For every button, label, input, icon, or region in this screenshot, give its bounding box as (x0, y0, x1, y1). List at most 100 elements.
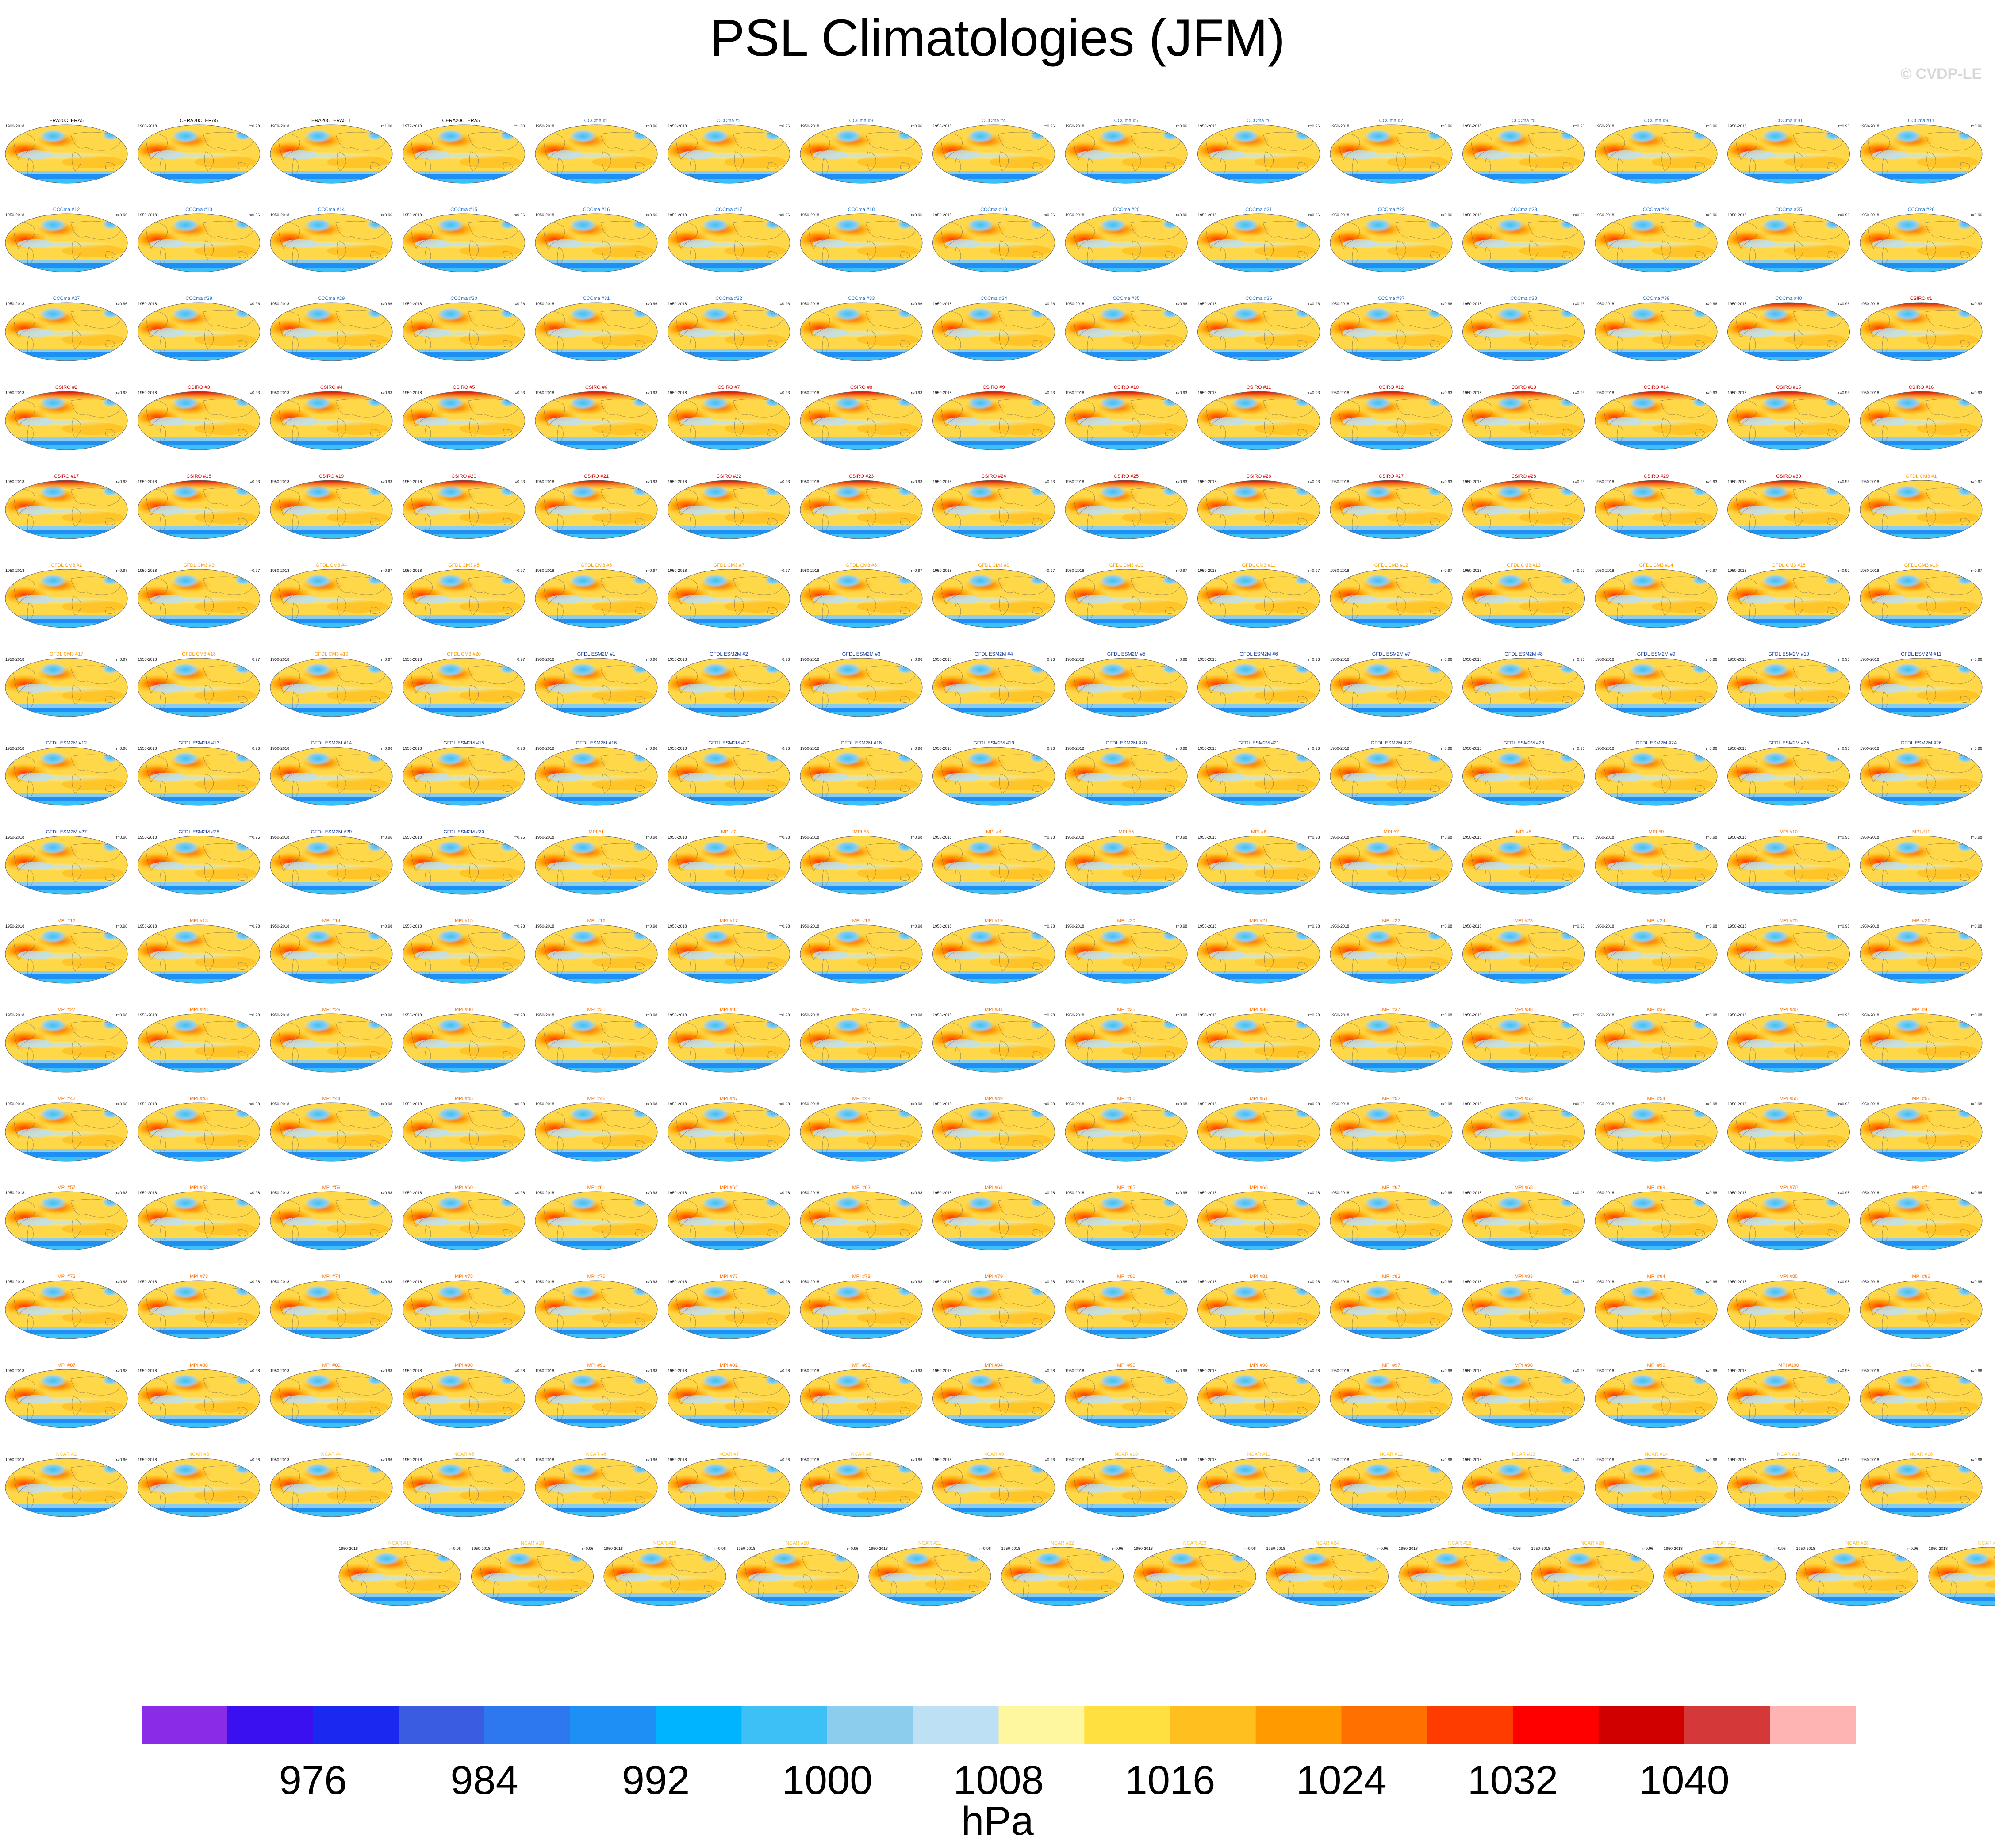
map-outline (1727, 391, 1850, 450)
map-outline (403, 836, 525, 895)
map-outline (1860, 924, 1983, 984)
map-outline (668, 924, 790, 984)
panel-title: MPI #75 (455, 1274, 473, 1279)
panel-correlation: r=0.97 (646, 568, 657, 573)
map-panel-mpi-5: MPI #5 1950-2018 r=0.98 (1065, 829, 1188, 895)
panel-years: 1950-2018 (800, 835, 819, 840)
panel-years: 1950-2018 (668, 657, 687, 662)
panel-years: 1950-2018 (1463, 657, 1482, 662)
panel-title: MPI #69 (1647, 1185, 1665, 1190)
map-outline (5, 747, 128, 806)
map-outline (1330, 924, 1453, 984)
panel-correlation: r=0.96 (582, 1546, 594, 1551)
map-outline (932, 1191, 1055, 1250)
panel-title: CCCma #33 (848, 296, 875, 301)
panel-title: CCCma #25 (1775, 207, 1802, 212)
map-panel-cccma-33: CCCma #33 1950-2018 r=0.96 (800, 296, 923, 361)
panel-correlation: r=0.93 (116, 391, 127, 395)
panel-title: MPI #60 (455, 1185, 473, 1190)
panel-title: GFDL ESM2M #30 (443, 829, 484, 835)
panel-title: CSIRO #23 (849, 474, 874, 479)
panel-correlation: r=0.96 (514, 746, 525, 751)
map-panel-gfdl-esm2m-23: GFDL ESM2M #23 1950-2018 r=0.96 (1462, 740, 1585, 806)
panel-years: 1950-2018 (1531, 1546, 1550, 1551)
map-panel-mpi-45: MPI #45 1950-2018 r=0.98 (403, 1096, 525, 1162)
map-outline (800, 124, 923, 184)
panel-correlation: r=0.98 (1308, 835, 1320, 840)
panel-correlation: r=0.93 (116, 479, 127, 484)
panel-correlation: r=0.97 (249, 568, 260, 573)
map-outline (270, 569, 393, 628)
map-outline (1727, 1369, 1850, 1428)
panel-title: MPI #35 (1117, 1007, 1136, 1012)
panel-years: 1950-2018 (1330, 1280, 1349, 1284)
map-outline (1330, 658, 1453, 717)
map-panel-csiro-25: CSIRO #25 1950-2018 r=0.93 (1065, 474, 1188, 539)
panel-correlation: r=0.96 (646, 746, 657, 751)
panel-correlation: r=0.98 (911, 924, 922, 928)
map-panel-cccma-18: CCCma #18 1950-2018 r=0.96 (800, 207, 923, 272)
panel-correlation: r=0.96 (116, 1457, 127, 1462)
panel-title: NCAR #11 (1247, 1452, 1270, 1457)
panel-correlation: r=0.96 (1838, 1457, 1850, 1462)
panel-correlation: r=0.96 (1573, 302, 1585, 306)
panel-correlation: r=0.98 (1573, 1102, 1585, 1106)
panel-years: 1950-2018 (5, 568, 24, 573)
panel-years: 1950-2018 (1728, 746, 1747, 751)
map-panel-gfdl-esm2m-10: GFDL ESM2M #10 1950-2018 r=0.96 (1727, 652, 1850, 717)
panel-title: CCCma #32 (715, 296, 742, 301)
map-outline (1860, 124, 1983, 184)
map-panel-cccma-37: CCCma #37 1950-2018 r=0.96 (1330, 296, 1453, 361)
panel-correlation: r=0.96 (381, 746, 392, 751)
map-panel-mpi-57: MPI #57 1950-2018 r=0.98 (5, 1185, 128, 1250)
map-outline (932, 836, 1055, 895)
panel-title: MPI #62 (720, 1185, 738, 1190)
panel-title: CSIRO #7 (717, 385, 740, 390)
map-outline (1197, 1013, 1320, 1073)
panel-years: 1950-2018 (1198, 1457, 1217, 1462)
panel-correlation: r=0.93 (249, 479, 260, 484)
panel-years: 1950-2018 (403, 1013, 422, 1017)
map-outline (471, 1547, 594, 1606)
map-panel-cccma-15: CCCma #15 1950-2018 r=0.96 (403, 207, 525, 272)
map-panel-gfdl-esm2m-3: GFDL ESM2M #3 1950-2018 r=0.96 (800, 652, 923, 717)
panel-years: 1950-2018 (1330, 1457, 1349, 1462)
map-outline (1462, 1280, 1585, 1339)
panel-title: GFDL ESM2M #20 (1106, 740, 1147, 746)
panel-years: 1950-2018 (668, 391, 687, 395)
panel-years: 1950-2018 (668, 1280, 687, 1284)
panel-correlation: r=0.96 (911, 657, 922, 662)
map-panel-ncar-9: NCAR #9 1950-2018 r=0.96 (932, 1452, 1055, 1517)
panel-years: 1950-2018 (933, 1102, 952, 1106)
map-panel-cccma-10: CCCma #10 1950-2018 r=0.96 (1727, 118, 1850, 184)
panel-years: 1950-2018 (138, 924, 157, 928)
panel-years: 1950-2018 (800, 924, 819, 928)
panel-title: GFDL ESM2M #27 (46, 829, 87, 835)
map-panel-cccma-31: CCCma #31 1950-2018 r=0.96 (535, 296, 658, 361)
panel-years: 1950-2018 (1595, 924, 1614, 928)
panel-title: NCAR #27 (1713, 1541, 1737, 1546)
map-outline (1197, 480, 1320, 539)
panel-title: CCCma #18 (848, 207, 875, 212)
map-panel-mpi-4: MPI #4 1950-2018 r=0.98 (932, 829, 1055, 895)
panel-correlation: r=0.96 (1112, 1546, 1124, 1551)
panel-title: CSIRO #28 (1511, 474, 1536, 479)
panel-correlation: r=0.98 (1838, 1013, 1850, 1017)
panel-correlation: r=0.98 (646, 835, 657, 840)
panel-title: MPI #90 (455, 1363, 473, 1368)
panel-title: MPI #22 (1382, 918, 1400, 924)
panel-title: NCAR #10 (1115, 1452, 1138, 1457)
panel-correlation: r=0.98 (381, 1280, 392, 1284)
panel-correlation: r=0.96 (1706, 746, 1717, 751)
panel-correlation: r=0.96 (1838, 124, 1850, 128)
panel-years: 1950-2018 (1860, 1102, 1879, 1106)
panel-title: MPI #87 (58, 1363, 76, 1368)
map-outline (668, 1102, 790, 1162)
panel-correlation: r=0.98 (911, 835, 922, 840)
panel-title: NCAR #9 (983, 1452, 1004, 1457)
panel-correlation: r=0.96 (116, 746, 127, 751)
panel-correlation: r=0.96 (1706, 124, 1717, 128)
map-panel-cccma-19: CCCma #19 1950-2018 r=0.96 (932, 207, 1055, 272)
map-outline (1860, 1191, 1983, 1250)
map-outline (1462, 924, 1585, 984)
